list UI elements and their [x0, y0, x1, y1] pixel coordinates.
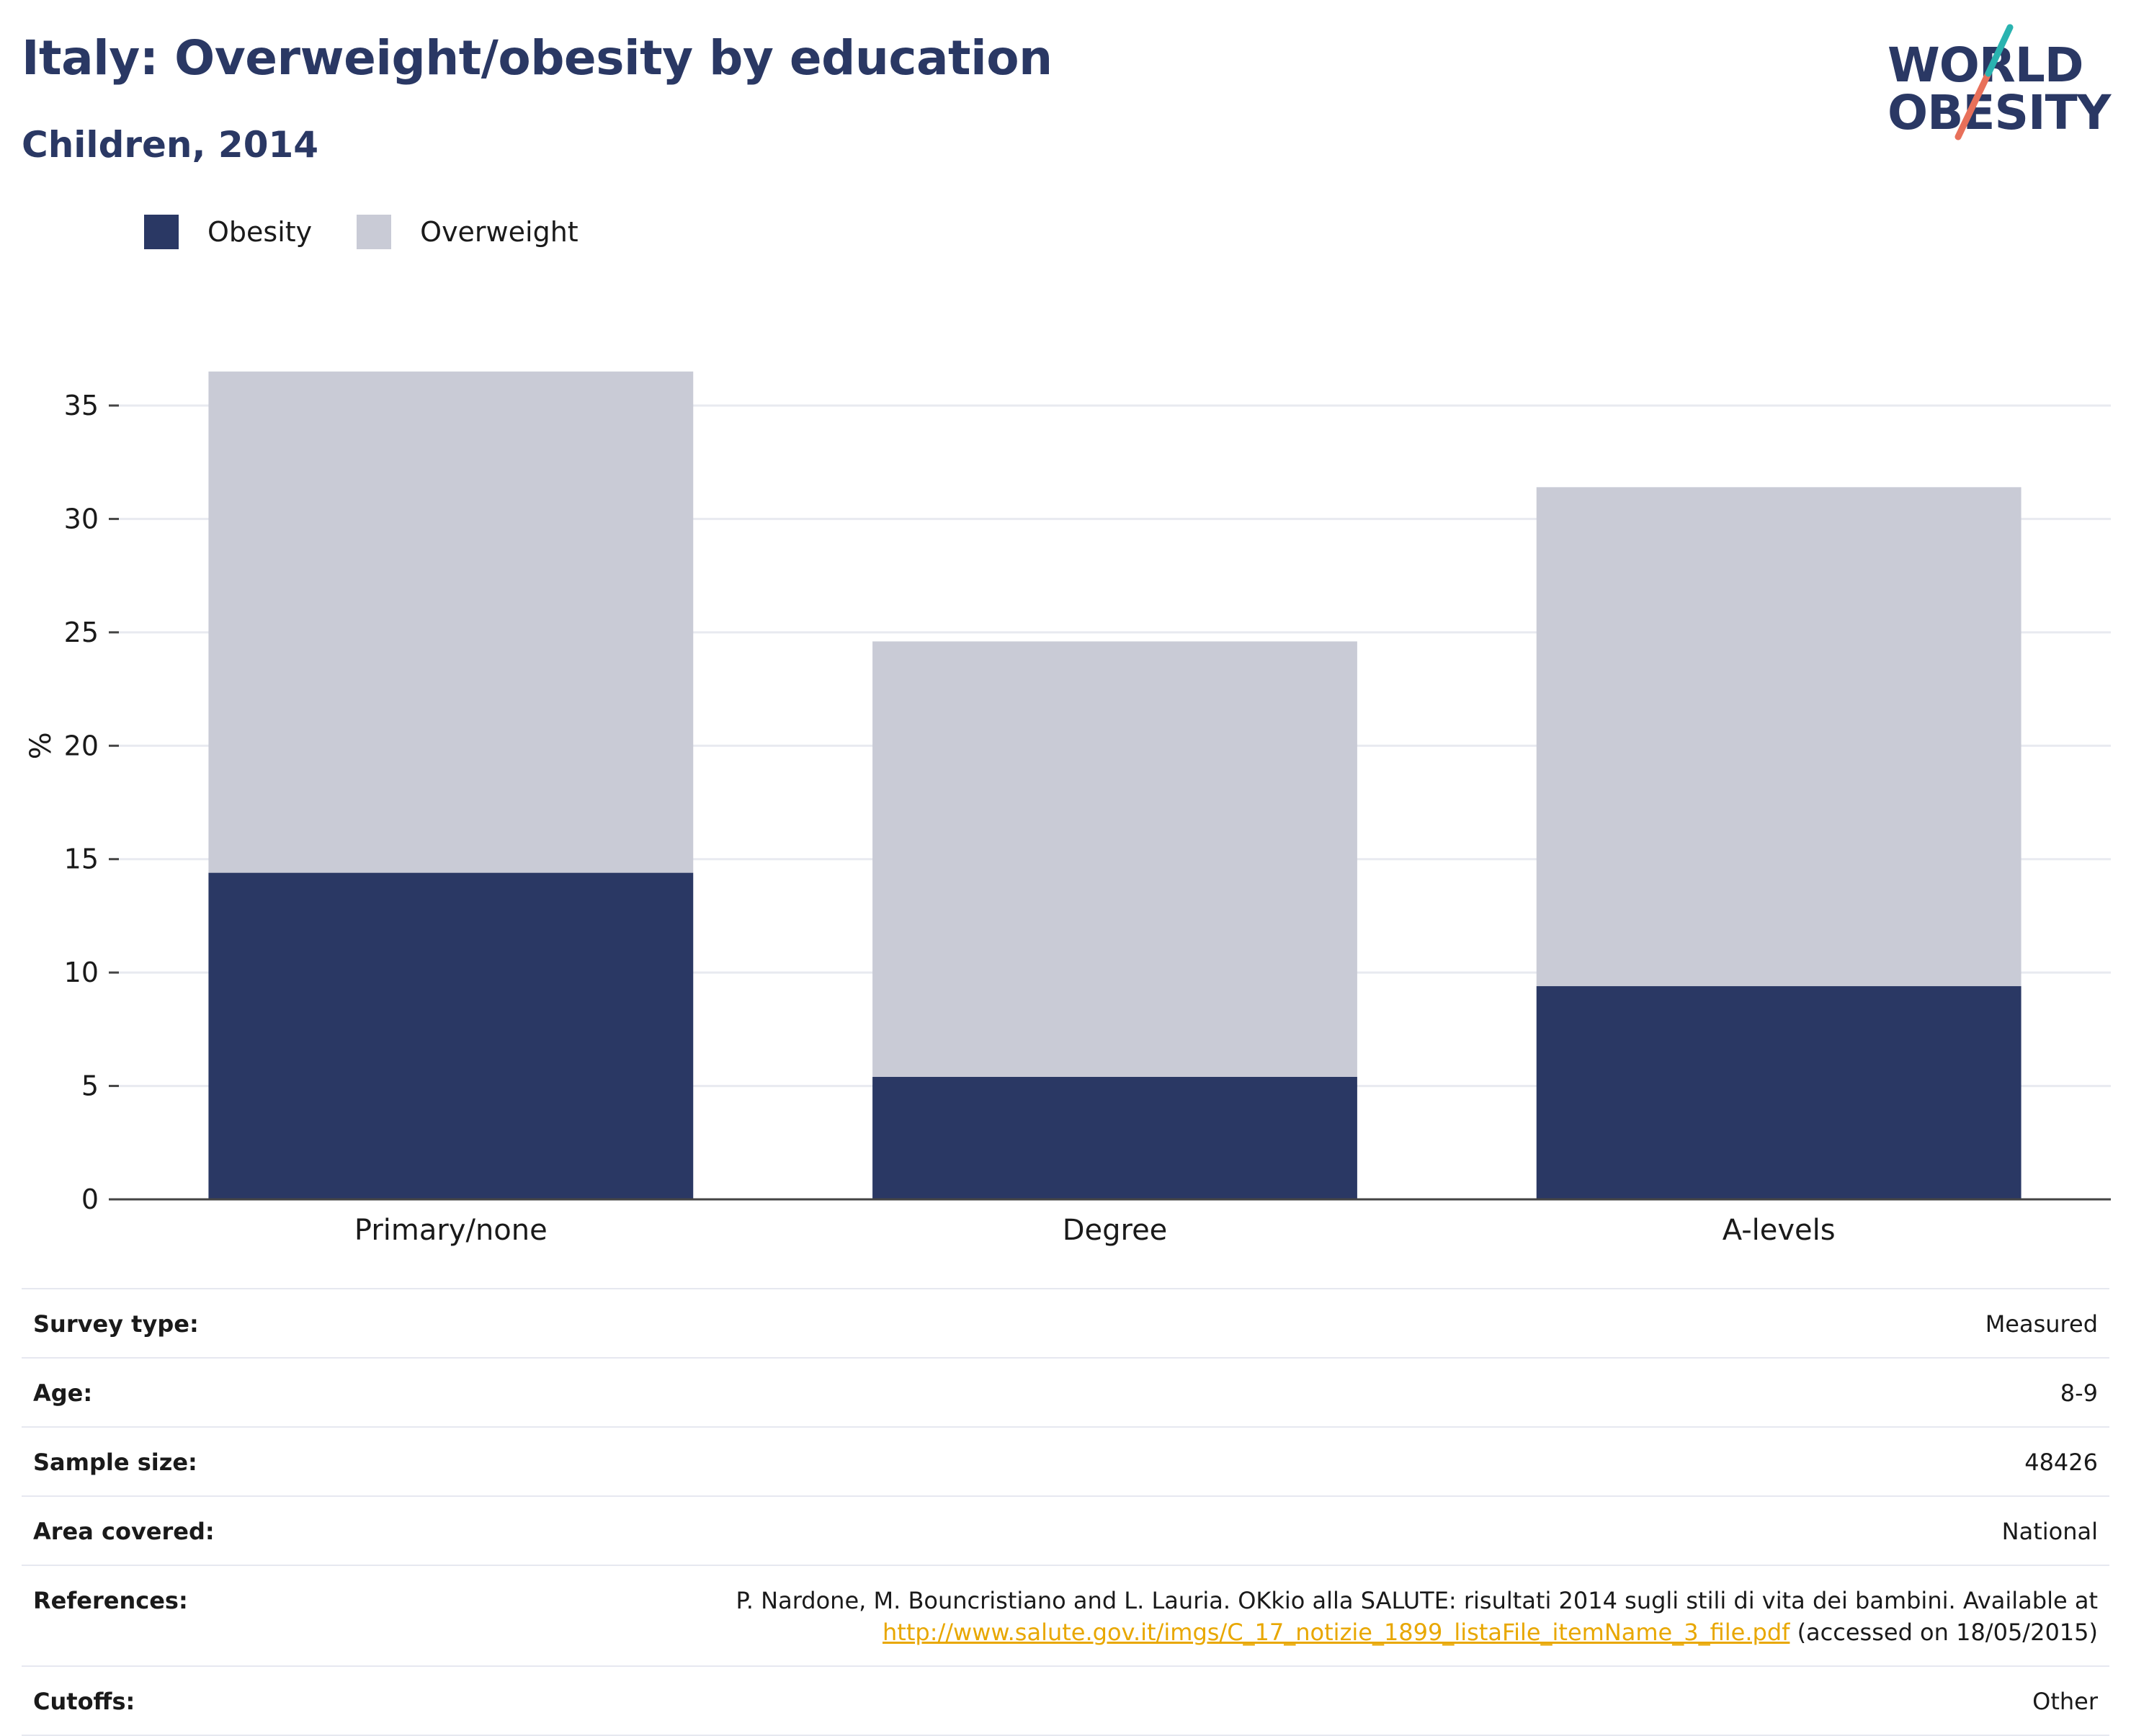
- legend-swatch-obesity: [144, 215, 179, 249]
- legend-label-overweight: Overweight: [420, 216, 578, 248]
- reference-link[interactable]: http://www.salute.gov.it/imgs/C_17_notiz…: [883, 1619, 1790, 1646]
- bar-overweight-a-levels: [1536, 487, 2021, 987]
- info-key: Age:: [33, 1379, 93, 1407]
- info-row-sample-size: Sample size: 48426: [22, 1426, 2109, 1495]
- bar-overweight-primary-none: [208, 371, 694, 873]
- info-row-age: Age: 8-9: [22, 1357, 2109, 1426]
- reference-text: P. Nardone, M. Bouncristiano and L. Laur…: [736, 1587, 2098, 1614]
- y-tick-label: 35: [64, 390, 99, 421]
- info-value-references: P. Nardone, M. Bouncristiano and L. Laur…: [736, 1585, 2098, 1648]
- info-key: Area covered:: [33, 1518, 215, 1545]
- x-tick-label: Degree: [1063, 1214, 1168, 1246]
- info-value: 48426: [2024, 1449, 2098, 1476]
- bar-chart: 0 5 10 15 20 25 30 35% Primary/none Degree A-level…: [24, 371, 2111, 1246]
- info-key: Survey type:: [33, 1310, 199, 1338]
- bar-obesity-a-levels: [1536, 986, 2021, 1199]
- bar-overweight-degree: [872, 641, 1357, 1077]
- legend-label-obesity: Obesity: [207, 216, 313, 248]
- y-tick-label: 10: [64, 957, 99, 988]
- info-value: 8-9: [2060, 1379, 2098, 1407]
- legend-item-obesity[interactable]: Obesity: [144, 215, 312, 249]
- info-value: National: [2001, 1518, 2098, 1545]
- y-axis-label: %: [24, 732, 58, 759]
- info-key: References:: [33, 1587, 188, 1614]
- y-tick-label: 30: [64, 503, 99, 534]
- reference-accessed: (accessed on 18/05/2015): [1797, 1619, 2098, 1646]
- y-tick-label: 0: [81, 1184, 99, 1215]
- info-key: Cutoffs:: [33, 1688, 135, 1715]
- bar-obesity-degree: [872, 1076, 1357, 1199]
- y-tick-label: 15: [64, 844, 99, 875]
- info-row-references: References: P. Nardone, M. Bouncristiano…: [22, 1565, 2109, 1665]
- info-value: Measured: [1985, 1310, 2098, 1338]
- y-tick-label: 5: [81, 1070, 99, 1102]
- legend-item-overweight[interactable]: Overweight: [357, 215, 578, 249]
- logo-line-2: OBESITY: [1887, 85, 2111, 140]
- chart-legend: Obesity Overweight: [144, 215, 623, 249]
- x-tick-label: A-levels: [1723, 1214, 1836, 1246]
- logo-slash-icon: [1954, 24, 2014, 140]
- info-value: Other: [2032, 1688, 2098, 1715]
- chart-subtitle: Children, 2014: [22, 124, 319, 166]
- bar-obesity-primary-none: [208, 872, 694, 1199]
- info-row-cutoffs: Cutoffs: Other: [22, 1665, 2109, 1736]
- legend-swatch-overweight: [357, 215, 392, 249]
- chart-title: Italy: Overweight/obesity by education: [22, 30, 1053, 86]
- survey-info-table: Survey type: Measured Age: 8-9 Sample si…: [22, 1288, 2109, 1736]
- info-key: Sample size:: [33, 1449, 197, 1476]
- y-tick-label: 20: [64, 730, 99, 761]
- world-obesity-logo: WORLD OBESITY: [1873, 22, 2118, 151]
- x-tick-label: Primary/none: [354, 1214, 548, 1246]
- y-tick-label: 25: [64, 617, 99, 648]
- info-row-survey-type: Survey type: Measured: [22, 1288, 2109, 1357]
- info-row-area-covered: Area covered: National: [22, 1495, 2109, 1565]
